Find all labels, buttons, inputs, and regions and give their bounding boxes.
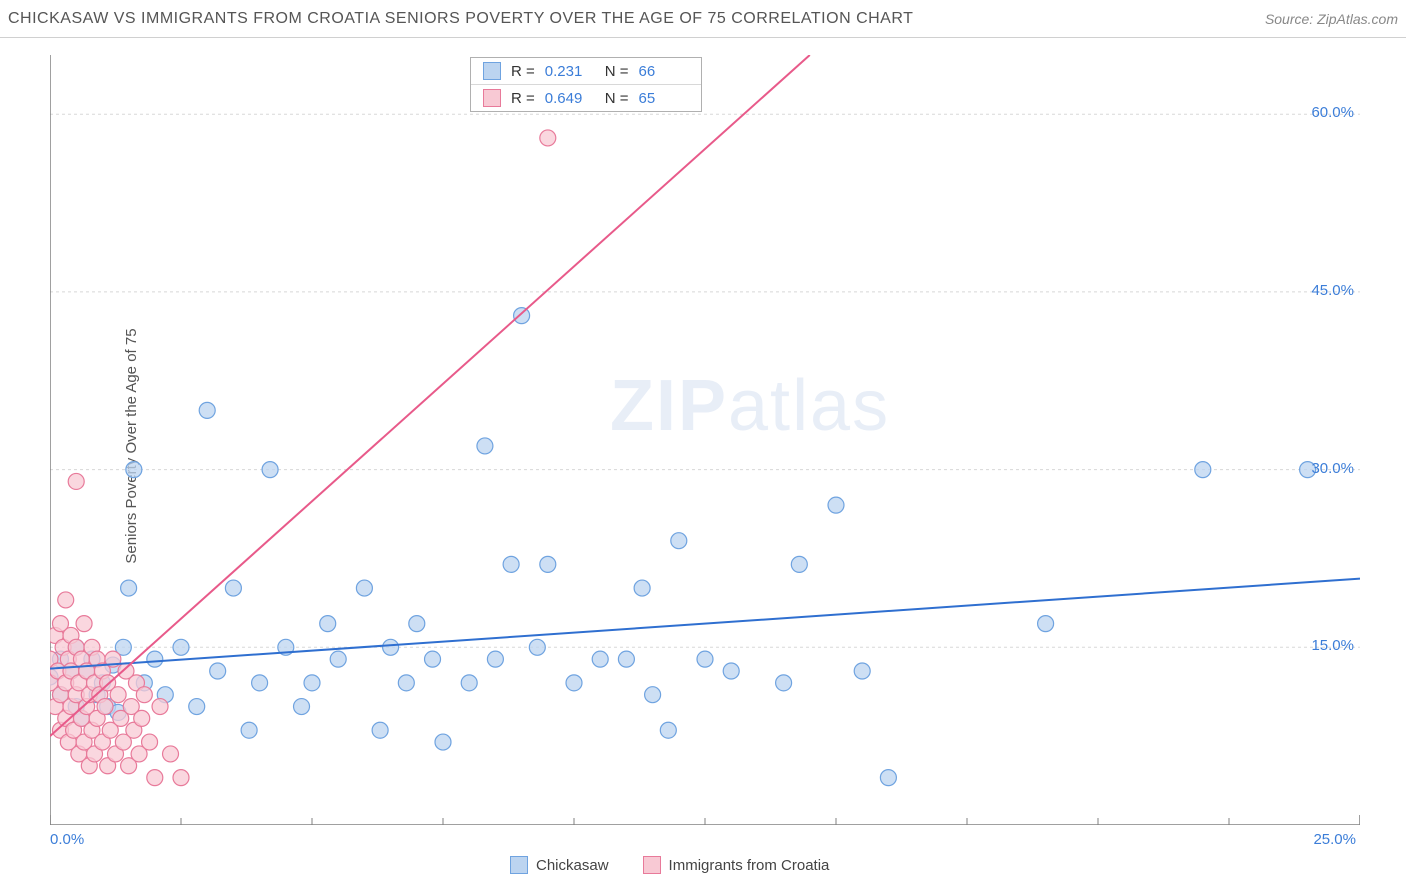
- chart-header: CHICKASAW VS IMMIGRANTS FROM CROATIA SEN…: [0, 0, 1406, 38]
- legend-series-label: Chickasaw: [536, 857, 609, 874]
- y-tick-label: 45.0%: [1311, 282, 1354, 299]
- stat-r-label: R =: [511, 90, 535, 107]
- stat-r-label: R =: [511, 63, 535, 80]
- legend-swatch-icon: [510, 856, 528, 874]
- stat-r-value: 0.231: [545, 63, 595, 80]
- legend-swatch-icon: [483, 62, 501, 80]
- chart-source: Source: ZipAtlas.com: [1265, 11, 1398, 27]
- legend-swatch-icon: [643, 856, 661, 874]
- y-tick-label: 15.0%: [1311, 637, 1354, 654]
- scatter-plot: [50, 55, 1360, 825]
- y-tick-label: 30.0%: [1311, 460, 1354, 477]
- legend-stats-row: R = 0.649 N = 65: [471, 85, 701, 111]
- legend-stats-row: R = 0.231 N = 66: [471, 58, 701, 85]
- x-tick-label: 0.0%: [50, 831, 84, 848]
- chart-area: ZIPatlas R = 0.231 N = 66 R = 0.649 N = …: [50, 55, 1360, 825]
- legend-swatch-icon: [483, 89, 501, 107]
- stat-n-label: N =: [605, 90, 629, 107]
- chart-title: CHICKASAW VS IMMIGRANTS FROM CROATIA SEN…: [8, 10, 913, 28]
- legend-stats: R = 0.231 N = 66 R = 0.649 N = 65: [470, 57, 702, 112]
- legend-series-label: Immigrants from Croatia: [669, 857, 830, 874]
- stat-n-value: 66: [639, 63, 689, 80]
- stat-n-label: N =: [605, 63, 629, 80]
- stat-n-value: 65: [639, 90, 689, 107]
- x-tick-label: 25.0%: [1313, 831, 1356, 848]
- legend-series: Chickasaw Immigrants from Croatia: [510, 856, 829, 874]
- stat-r-value: 0.649: [545, 90, 595, 107]
- y-tick-label: 60.0%: [1311, 104, 1354, 121]
